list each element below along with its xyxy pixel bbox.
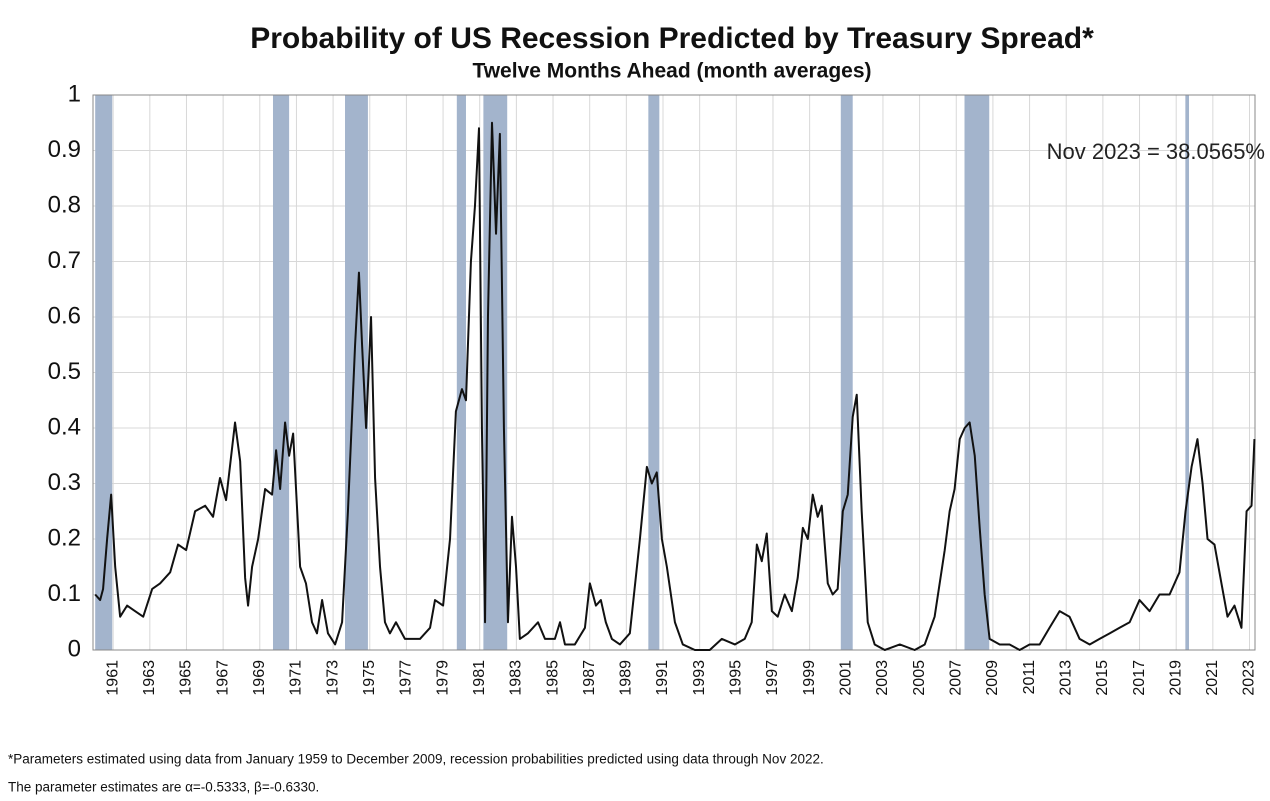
- x-tick-label: 1987: [581, 660, 598, 696]
- y-tick-label: 0: [68, 635, 81, 662]
- x-tick-label: 2013: [1057, 660, 1074, 696]
- recession-band: [95, 95, 113, 650]
- x-tick-label: 1971: [288, 660, 305, 696]
- x-tick-label: 2001: [838, 660, 855, 696]
- x-tick-label: 1975: [361, 660, 378, 696]
- footnote: *Parameters estimated using data from Ja…: [8, 752, 824, 767]
- x-tick-label: 1963: [141, 660, 158, 696]
- y-tick-label: 0.6: [48, 302, 81, 329]
- recession-band: [840, 95, 853, 650]
- y-tick-label: 0.5: [48, 358, 81, 385]
- chart-subtitle: Twelve Months Ahead (month averages): [472, 60, 871, 83]
- x-tick-label: 1995: [728, 660, 745, 696]
- y-tick-label: 0.9: [48, 136, 81, 163]
- recession-band: [345, 95, 368, 650]
- annotation: Nov 2023 = 38.0565%: [1047, 139, 1265, 164]
- x-tick-label: 1989: [618, 660, 635, 696]
- recession-band: [1185, 95, 1190, 650]
- recession-band: [964, 95, 990, 650]
- x-tick-label: 2015: [1094, 660, 1111, 696]
- x-tick-label: 1973: [324, 660, 341, 696]
- y-tick-label: 0.3: [48, 469, 81, 496]
- x-tick-label: 2011: [1021, 660, 1038, 695]
- footnote: The parameter estimates are α=-0.5333, β…: [8, 780, 319, 795]
- y-tick-label: 0.4: [48, 413, 81, 440]
- recession-band: [272, 95, 290, 650]
- x-tick-label: 2007: [947, 660, 964, 696]
- x-tick-label: 1967: [214, 660, 231, 696]
- x-tick-label: 1979: [434, 660, 451, 696]
- recession-band: [648, 95, 660, 650]
- x-tick-label: 1993: [691, 660, 708, 696]
- x-tick-label: 1991: [654, 660, 671, 696]
- chart-title: Probability of US Recession Predicted by…: [250, 22, 1094, 55]
- x-tick-label: 2023: [1241, 660, 1258, 696]
- y-tick-label: 0.8: [48, 191, 81, 218]
- x-tick-label: 1999: [801, 660, 818, 696]
- x-tick-label: 2005: [911, 660, 928, 696]
- data-line: [94, 121, 1256, 651]
- x-tick-label: 1961: [104, 660, 121, 696]
- x-tick-label: 2017: [1131, 660, 1148, 696]
- y-tick-label: 0.7: [48, 247, 81, 274]
- recession-band: [456, 95, 466, 650]
- plot-frame: [92, 94, 1256, 651]
- x-tick-label: 1977: [398, 660, 415, 696]
- x-tick-label: 2009: [984, 660, 1001, 696]
- x-tick-label: 1965: [178, 660, 195, 696]
- x-tick-label: 2019: [1167, 660, 1184, 696]
- x-tick-label: 1997: [764, 660, 781, 696]
- x-tick-label: 1983: [508, 660, 525, 696]
- x-tick-label: 1985: [544, 660, 561, 696]
- x-tick-label: 1981: [471, 660, 488, 696]
- y-tick-label: 0.2: [48, 524, 81, 551]
- y-tick-label: 1: [68, 80, 81, 107]
- x-tick-label: 2003: [874, 660, 891, 696]
- x-tick-label: 1969: [251, 660, 268, 696]
- x-tick-label: 2021: [1204, 660, 1221, 696]
- y-tick-label: 0.1: [48, 580, 81, 607]
